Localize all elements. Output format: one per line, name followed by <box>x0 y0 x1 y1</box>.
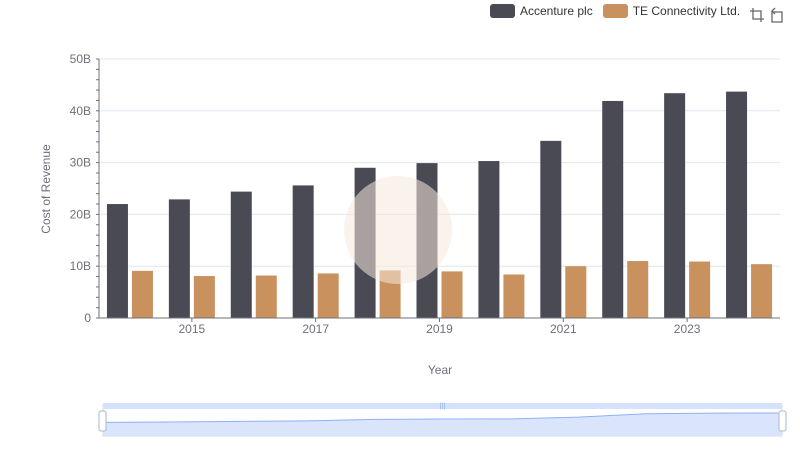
legend-swatch-accenture <box>490 4 515 18</box>
x-tick-label: 2021 <box>550 322 577 336</box>
slider-data-line <box>102 412 783 423</box>
bar-accenture-2024 <box>726 91 748 318</box>
slider-grip-icon: ||| <box>440 403 446 410</box>
y-tick-label: 0 <box>84 311 91 325</box>
bar-accenture-2015 <box>168 199 190 318</box>
zoom-icon[interactable] <box>748 6 766 24</box>
bar-accenture-2016 <box>230 191 252 318</box>
bar-te-connectivity-2020 <box>503 274 525 318</box>
bar-te-connectivity-2023 <box>689 261 711 318</box>
x-tick-label: 2015 <box>179 322 206 336</box>
bar-te-connectivity-2019 <box>441 271 463 318</box>
bar-accenture-2022 <box>602 100 624 318</box>
slider-handle-left <box>98 410 107 432</box>
bar-te-connectivity-2024 <box>751 264 773 318</box>
bars <box>106 91 773 318</box>
legend-item-accenture[interactable]: Accenture plc <box>490 4 593 18</box>
bar-accenture-2014 <box>106 204 128 318</box>
y-tick-label: 50B <box>70 52 91 66</box>
bar-accenture-2023 <box>664 93 686 318</box>
bar-te-connectivity-2021 <box>565 266 587 318</box>
axes: 0 10B 20B 30B 40B 50B 2015 2017 2019 2021 2023 <box>70 52 780 336</box>
bar-accenture-2021 <box>540 140 562 318</box>
y-tick-label: 20B <box>70 207 91 221</box>
restore-icon[interactable] <box>768 6 786 24</box>
toolbox <box>746 6 786 24</box>
x-axis-title: Year <box>428 363 452 377</box>
watermark-logo <box>344 176 452 284</box>
bar-te-connectivity-2016 <box>255 275 277 318</box>
legend-item-te-connectivity[interactable]: TE Connectivity Ltd. <box>602 4 741 18</box>
y-tick-label: 40B <box>70 104 91 118</box>
slider-top-bar <box>103 403 782 409</box>
y-tick-label: 10B <box>70 259 91 273</box>
y-tick-label: 30B <box>70 156 91 170</box>
legend-swatch-te-connectivity <box>602 4 628 18</box>
bar-te-connectivity-2017 <box>317 273 339 318</box>
slider-data-area <box>103 413 782 436</box>
legend: Accenture plc TE Connectivity Ltd. <box>490 4 750 18</box>
bar-accenture-2017 <box>292 185 314 318</box>
legend-label-te-connectivity: TE Connectivity Ltd. <box>632 4 741 18</box>
bar-accenture-2020 <box>478 161 500 318</box>
y-axis-title: Cost of Revenue <box>39 144 53 234</box>
data-zoom-slider[interactable]: ||| <box>98 403 787 437</box>
x-tick-label: 2017 <box>302 322 329 336</box>
bar-te-connectivity-2022 <box>627 261 649 318</box>
x-tick-label: 2023 <box>674 322 701 336</box>
bar-te-connectivity-2014 <box>131 270 153 318</box>
legend-label-accenture: Accenture plc <box>520 4 593 18</box>
bar-te-connectivity-2015 <box>193 276 215 318</box>
slider-handle-right <box>778 410 787 432</box>
x-tick-label: 2019 <box>426 322 453 336</box>
